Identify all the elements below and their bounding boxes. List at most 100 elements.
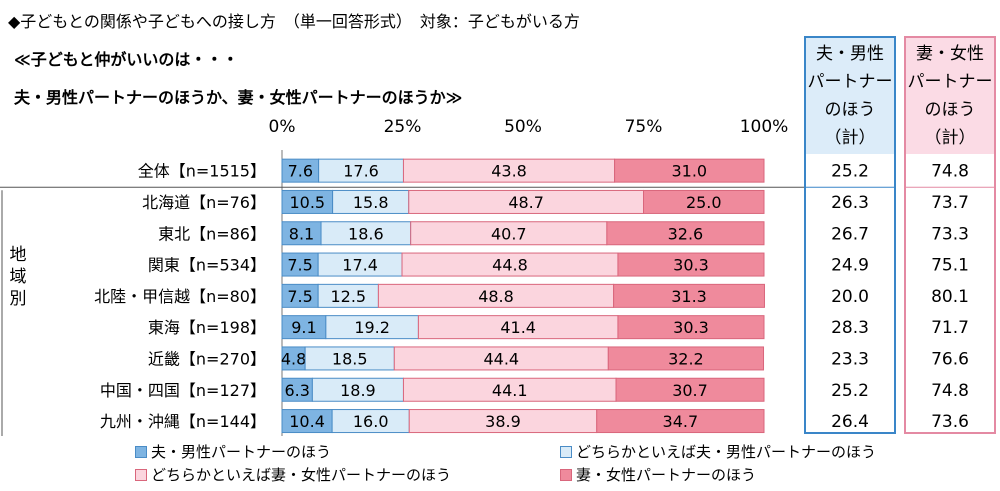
male-total-value: 23.3 [831, 349, 869, 369]
category-label: 近畿【n=270】 [148, 349, 266, 368]
female-total-column-frame [904, 36, 996, 434]
data-label: 31.0 [671, 162, 707, 181]
female-total-value: 74.8 [931, 381, 969, 401]
bar-segment [607, 346, 765, 371]
bar-segment [617, 315, 765, 340]
legend-label: どちらかといえば夫・男性パートナーのほう [576, 443, 877, 461]
data-label: 18.9 [340, 381, 376, 400]
female-total-value: 73.6 [931, 412, 969, 432]
legend-swatch-s2 [560, 446, 572, 458]
region-label-char: 地 [9, 245, 27, 265]
data-label: 25.0 [686, 193, 722, 212]
category-label: 東北【n=86】 [158, 224, 266, 243]
data-label: 31.3 [671, 287, 707, 306]
bar-segment [643, 189, 765, 214]
legend-label: どちらかといえば妻・女性パートナーのほう [151, 466, 452, 484]
data-label: 7.5 [287, 287, 312, 306]
legend-item-s3: どちらかといえば妻・女性パートナーのほう [135, 464, 451, 485]
category-label: 関東【n=534】 [148, 256, 266, 275]
male-total-header-line: パートナー [807, 72, 893, 92]
male-total-header-line: 夫・男性 [816, 44, 884, 64]
male-total-value: 26.7 [831, 224, 869, 244]
male-total-value: 26.3 [831, 193, 869, 213]
data-label: 6.3 [284, 381, 309, 400]
data-label: 32.2 [668, 349, 704, 368]
male-total-header-bg [806, 38, 894, 154]
category-label: 全体【n=1515】 [138, 162, 266, 181]
data-label: 30.3 [673, 318, 709, 337]
male-total-value: 24.9 [831, 256, 869, 276]
bar-segment [617, 252, 765, 277]
female-total-header-line: パートナー [907, 72, 993, 92]
male-total-value: 26.4 [831, 412, 869, 432]
data-label: 17.6 [343, 162, 379, 181]
data-label: 8.1 [289, 224, 314, 243]
legend-swatch-s4 [560, 469, 572, 481]
female-total-value: 75.1 [931, 256, 969, 276]
male-total-header-line: （計） [824, 128, 876, 148]
question-line-1: ≪子どもと仲がいいのは・・・ [14, 50, 239, 69]
female-total-header-line: のほう [924, 100, 976, 120]
legend-item-s1: 夫・男性パートナーのほう [135, 441, 331, 462]
region-group-label: 地域別 [8, 244, 28, 310]
female-total-header-line: 妻・女性 [916, 44, 984, 64]
data-label: 15.8 [353, 193, 389, 212]
bar-segment [613, 283, 765, 308]
female-total-value: 71.7 [931, 318, 969, 338]
category-label: 北陸・甲信越【n=80】 [94, 287, 266, 306]
male-total-header-line: のほう [824, 100, 876, 120]
bar-segment [596, 409, 765, 434]
legend-item-s4: 妻・女性パートナーのほう [560, 464, 756, 485]
bar-segment [606, 221, 765, 246]
bar-segment [615, 377, 765, 402]
female-total-header: 妻・女性 パートナー のほう （計） [906, 40, 994, 152]
category-label: 九州・沖縄【n=144】 [100, 412, 266, 431]
data-label: 16.0 [353, 412, 389, 431]
data-label: 38.9 [485, 412, 521, 431]
data-label: 44.8 [492, 256, 528, 275]
data-label: 40.7 [491, 224, 527, 243]
male-total-value: 25.2 [831, 162, 869, 182]
x-tick-label: 25% [384, 117, 422, 137]
male-total-value: 20.0 [831, 287, 869, 307]
data-label: 43.8 [491, 162, 527, 181]
data-label: 44.4 [483, 349, 519, 368]
male-total-value: 25.2 [831, 381, 869, 401]
female-total-header-line: （計） [924, 128, 976, 148]
legend-label: 夫・男性パートナーのほう [151, 443, 332, 461]
question-line-2: 夫・男性パートナーのほうか、妻・女性パートナーのほうか≫ [14, 88, 463, 107]
category-label: 東海【n=198】 [148, 318, 266, 337]
legend-label: 妻・女性パートナーのほう [576, 466, 757, 484]
survey-header: ◆子どもとの関係や子どもへの接し方 （単一回答形式） 対象：子どもがいる方 [8, 12, 580, 31]
data-label: 48.8 [478, 287, 514, 306]
data-label: 34.7 [663, 412, 699, 431]
x-tick-label: 50% [504, 117, 542, 137]
male-total-header: 夫・男性 パートナー のほう （計） [806, 40, 894, 152]
data-label: 44.1 [492, 381, 528, 400]
category-label: 中国・四国【n=127】 [100, 381, 266, 400]
legend-item-s2: どちらかといえば夫・男性パートナーのほう [560, 441, 876, 462]
data-label: 30.7 [672, 381, 708, 400]
region-label-char: 域 [9, 267, 27, 287]
data-label: 17.4 [342, 256, 378, 275]
female-total-value: 73.7 [931, 193, 969, 213]
data-label: 18.5 [332, 349, 368, 368]
data-label: 32.6 [668, 224, 704, 243]
male-total-value: 28.3 [831, 318, 869, 338]
x-tick-label: 0% [269, 117, 296, 137]
region-label-char: 別 [9, 289, 27, 309]
female-total-value: 74.8 [931, 162, 969, 182]
x-tick-label: 75% [625, 117, 663, 137]
data-label: 10.5 [289, 193, 325, 212]
data-label: 4.8 [281, 349, 306, 368]
data-label: 9.1 [291, 318, 316, 337]
data-label: 10.4 [289, 412, 325, 431]
female-total-value: 80.1 [931, 287, 969, 307]
legend-swatch-s1 [135, 446, 147, 458]
female-total-value: 76.6 [931, 349, 969, 369]
data-label: 7.6 [288, 162, 313, 181]
x-tick-label: 100% [740, 117, 789, 137]
data-label: 18.6 [348, 224, 384, 243]
data-label: 48.7 [508, 193, 544, 212]
